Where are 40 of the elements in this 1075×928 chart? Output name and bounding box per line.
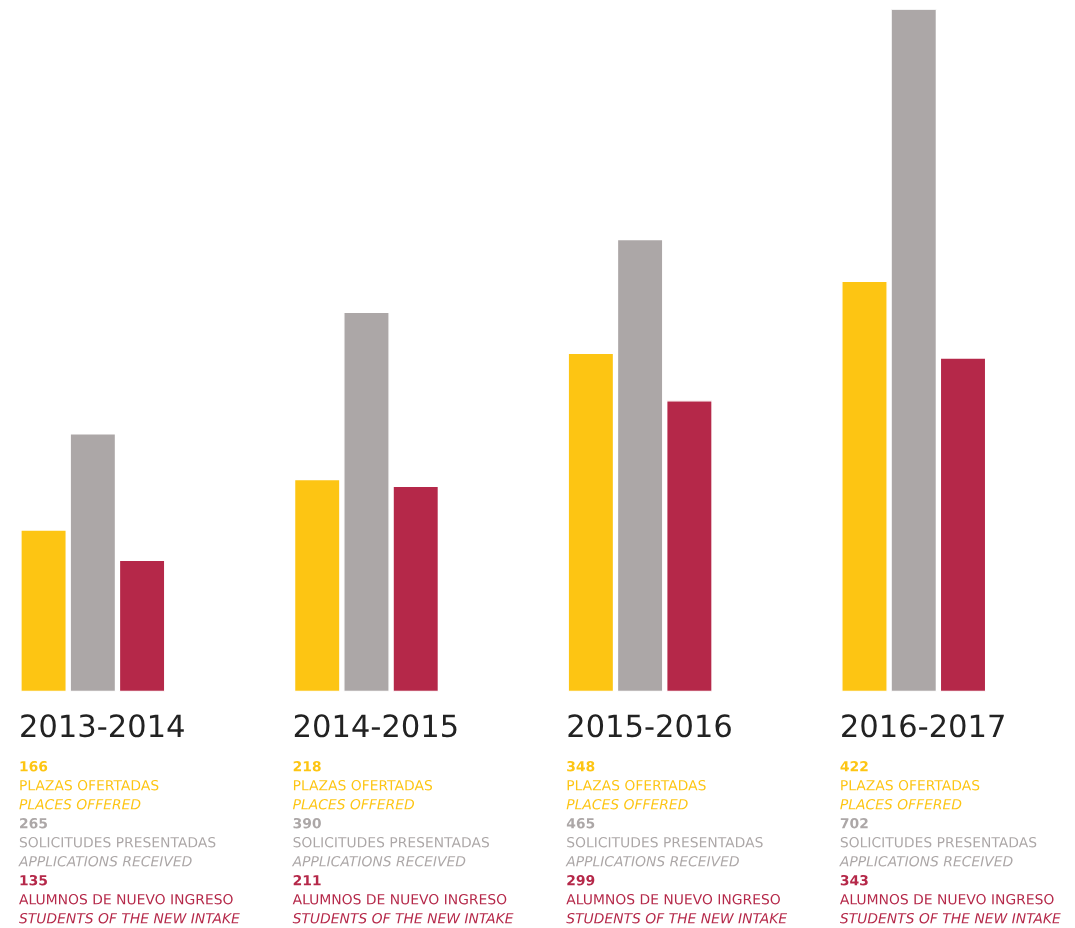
x-tick-label: 2016-2017 bbox=[842, 714, 1004, 738]
bar bbox=[567, 352, 615, 692]
data-label: 166 bbox=[20, 760, 48, 772]
data-label: 211 bbox=[293, 874, 321, 886]
data-label: 135 bbox=[20, 874, 47, 886]
bar bbox=[392, 485, 440, 692]
text: ALUMNOS DE NUEVO INGRESO STUDENTS OF THE NEW INTAKE bbox=[839, 893, 1061, 924]
bar bbox=[69, 433, 117, 692]
bar bbox=[20, 529, 67, 692]
bar bbox=[841, 280, 888, 692]
data-label: 265 bbox=[20, 817, 47, 829]
data-label: 390 bbox=[293, 817, 321, 829]
text: PLAZAS OFERTADAS PLACES OFFERED bbox=[19, 779, 159, 810]
data-label: 299 bbox=[567, 874, 595, 886]
text: PLAZAS OFERTADAS PLACES OFFERED bbox=[292, 779, 433, 810]
bar bbox=[293, 478, 341, 692]
text: SOLICITUDES PRESENTADAS APPLICATIONS RECEIVED bbox=[18, 836, 216, 867]
text: SOLICITUDES PRESENTADAS APPLICATIONS RECEIVED bbox=[291, 836, 490, 867]
bar bbox=[343, 311, 390, 692]
data-label: 343 bbox=[840, 874, 868, 886]
text: ALUMNOS DE NUEVO INGRESO STUDENTS OF THE NEW INTAKE bbox=[566, 893, 788, 924]
x-tick-label: 2015-2016 bbox=[568, 714, 731, 738]
data-label: 348 bbox=[567, 760, 595, 772]
text: ALUMNOS DE NUEVO INGRESO STUDENTS OF THE NEW INTAKE bbox=[292, 893, 514, 924]
bar bbox=[666, 400, 713, 692]
text: SOLICITUDES PRESENTADAS APPLICATIONS RECEIVED bbox=[565, 836, 763, 867]
text: PLAZAS OFERTADAS PLACES OFFERED bbox=[566, 779, 706, 810]
bar bbox=[118, 559, 166, 692]
text: ALUMNOS DE NUEVO INGRESO STUDENTS OF THE NEW INTAKE bbox=[19, 893, 240, 924]
data-label: 702 bbox=[840, 817, 868, 829]
bar bbox=[939, 357, 987, 692]
data-label: 218 bbox=[293, 760, 321, 772]
bar bbox=[616, 238, 664, 692]
bar bbox=[890, 9, 938, 692]
text: PLAZAS OFERTADAS PLACES OFFERED bbox=[840, 779, 980, 810]
data-label: 422 bbox=[840, 760, 868, 772]
data-label: 465 bbox=[566, 817, 595, 829]
text: SOLICITUDES PRESENTADAS APPLICATIONS RECEIVED bbox=[839, 836, 1037, 867]
x-tick-label: 2014-2015 bbox=[294, 714, 457, 738]
x-tick-label: 2013-2014 bbox=[21, 714, 184, 738]
